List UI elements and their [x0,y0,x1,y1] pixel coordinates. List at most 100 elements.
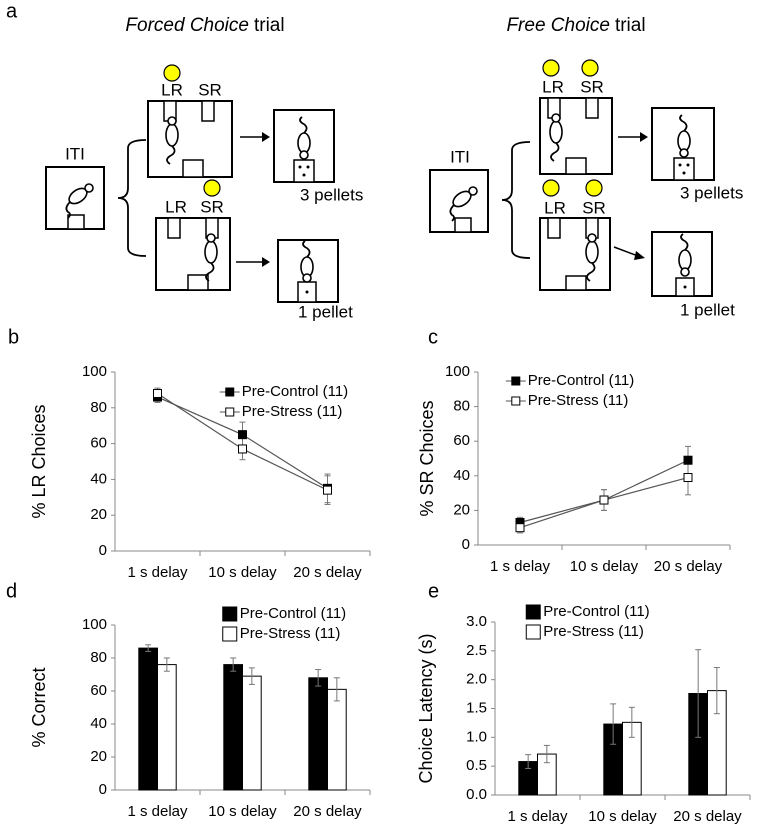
legend-marker [222,626,238,642]
y-tick-label: 100 [82,616,107,633]
outcome-label: 3 pellets [300,185,363,204]
y-tick-label: 60 [90,435,107,452]
x-tick-label: 1 s delay [490,558,551,575]
bar [138,647,159,791]
legend-marker [525,604,541,620]
y-tick-label: 40 [453,467,470,484]
y-tick-label: 3.0 [466,613,487,630]
x-tick-label: 1 s delay [127,803,188,820]
x-tick-label: 20 s delay [673,808,742,825]
cue-light [542,59,560,77]
lever-label: SR [582,198,606,217]
outcome-label: 1 pellet [680,300,735,319]
chart: b % LR Choices 0 20 40 60 80 100 1 s delay 10 s d… [8,326,371,581]
point [238,444,247,454]
panel-label: a [6,0,18,22]
x-tick-label: 10 s delay [208,803,277,820]
x-tick-label: 20 s delay [293,803,362,820]
point [323,485,332,495]
magazine [673,157,695,181]
point [683,455,693,465]
y-axis-title: % LR Choices [29,404,49,518]
y-tick-label: 0 [99,542,107,559]
rat [165,116,179,165]
x-tick-label: 1 s delay [127,564,188,581]
x-tick-label: 20 s delay [293,564,362,581]
lever-label: LR [544,198,566,217]
magazine [293,159,315,183]
legend-label: Pre-Stress (11) [528,392,629,409]
legend-label: Pre-Control (11) [528,372,634,389]
y-tick-label: 80 [90,649,107,666]
cue-light [581,59,599,77]
rat [585,233,599,282]
rat [677,114,691,158]
legend-marker [222,606,238,622]
point [153,388,162,398]
point [683,473,693,483]
cue-light [163,64,181,82]
panel-label: e [428,580,439,602]
bar [327,688,347,791]
arrow-head [640,132,648,142]
lever [167,217,181,239]
lever-label: SR [198,80,222,99]
x-tick-label: 1 s delay [507,808,568,825]
magazine [187,274,209,291]
y-tick-label: 20 [453,501,470,518]
cue-light [542,179,560,197]
outcome-label: 1 pellet [298,302,353,321]
bar [308,677,328,791]
panel-label: c [428,326,438,348]
y-tick-label: 40 [90,715,107,732]
magazine [182,159,204,178]
title-italic: Free Choice [506,15,610,36]
lever-label: LR [542,77,564,96]
title-plain: trial [615,15,646,36]
bar [157,664,177,791]
legend-label: Pre-Control (11) [543,603,649,620]
y-tick-label: 0.0 [466,786,487,803]
cue-light [203,179,221,197]
brace [501,141,531,259]
y-tick-label: 80 [90,399,107,416]
y-tick-label: 20 [90,748,107,765]
lever-label: SR [580,77,604,96]
rat [549,113,563,162]
diagram-title: Forced Choice trial [125,15,284,36]
y-tick-label: 100 [445,363,470,380]
rat [297,116,311,160]
x-tick-label: 10 s delay [208,564,277,581]
y-tick-label: 60 [453,432,470,449]
cue-light [585,179,603,197]
iti-label: ITI [450,147,470,166]
lever [547,217,561,239]
outcome-label: 3 pellets [680,183,743,202]
magazine [565,157,587,175]
panel-label: d [6,580,17,602]
y-tick-label: 100 [82,363,107,380]
x-tick-label: 20 s delay [654,558,723,575]
legend-label: Pre-Control (11) [240,605,346,622]
arrow [613,246,639,257]
y-axis-title: % Correct [29,667,49,747]
arrow-head [634,251,645,260]
arrow-head [262,132,270,142]
legend-label: Pre-Control (11) [242,383,348,400]
magazine [454,217,472,233]
point [515,523,525,533]
legend-label: Pre-Stress (11) [242,403,343,420]
x-tick-label: 10 s delay [588,808,657,825]
y-axis-title: % SR Choices [417,400,437,516]
title-plain: trial [254,15,285,36]
y-tick-label: 2.5 [466,642,487,659]
lever-label: LR [165,197,187,216]
rat [204,233,218,282]
lever [201,100,215,122]
brace [117,139,147,257]
iti-label: ITI [65,144,85,163]
chart: d % Correct 0 20 40 60 80 100 1 s delay 10 s dela… [6,580,371,820]
legend-marker [511,376,521,386]
point [238,430,247,440]
